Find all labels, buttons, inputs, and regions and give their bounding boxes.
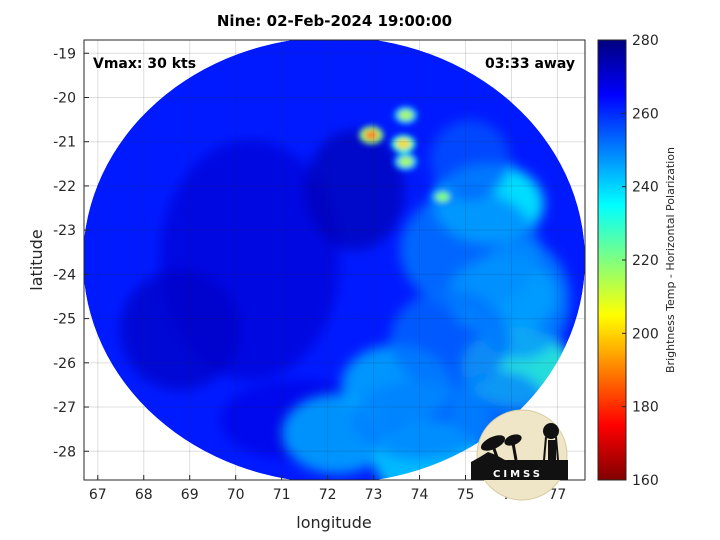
x-tick-label: 68 — [135, 487, 153, 503]
x-tick-label: 73 — [365, 487, 383, 503]
x-tick-label: 71 — [273, 487, 291, 503]
x-tick-label: 75 — [457, 487, 475, 503]
cold-spot — [435, 191, 450, 202]
cimss-logo: CIMSS — [471, 409, 568, 501]
y-tick-label: -27 — [53, 400, 76, 416]
dark-zone — [120, 270, 240, 390]
colorbar-tick-label: 260 — [632, 106, 659, 122]
cold-spot — [364, 130, 379, 141]
x-tick-label: 74 — [411, 487, 429, 503]
colorbar — [597, 39, 627, 481]
x-tick-label: 77 — [549, 487, 567, 503]
colorbar-tick-label: 160 — [632, 473, 659, 489]
dark-zone — [305, 130, 405, 250]
colorbar-tick-label: 200 — [632, 326, 659, 342]
moderate-region — [390, 290, 510, 390]
colorbar-tick-label: 180 — [632, 400, 659, 416]
y-tick-label: -26 — [53, 356, 76, 372]
y-tick-label: -19 — [53, 46, 76, 62]
x-axis-label: longitude — [296, 513, 371, 532]
x-tick-label: 67 — [89, 487, 107, 503]
x-tick-label: 72 — [319, 487, 337, 503]
logo-text: CIMSS — [493, 469, 543, 480]
cold-spot — [398, 156, 413, 167]
colorbar-label: Brightness Temp - Horizontal Polarizatio… — [664, 147, 677, 373]
y-tick-label: -22 — [53, 179, 76, 195]
swath-disk — [84, 40, 585, 480]
time-away-annotation: 03:33 away — [485, 56, 575, 72]
y-tick-label: -25 — [53, 312, 76, 328]
cold-spot — [398, 110, 413, 121]
plot-frame — [83, 39, 586, 481]
colorbar-tick-label: 240 — [632, 180, 659, 196]
cold-spot — [396, 138, 411, 149]
chart-title: Nine: 02-Feb-2024 19:00:00 — [216, 12, 453, 30]
colorbar-tick-label: 220 — [632, 253, 659, 269]
y-tick-label: -28 — [53, 444, 76, 460]
moderate-region — [430, 120, 510, 200]
y-tick-label: -20 — [53, 90, 76, 106]
x-tick-label: 69 — [181, 487, 199, 503]
y-axis-label: latitude — [27, 229, 46, 290]
y-tick-label: -23 — [53, 223, 76, 239]
x-tick-label: 70 — [227, 487, 245, 503]
colorbar-tick-label: 280 — [632, 33, 659, 49]
y-tick-label: -24 — [53, 267, 76, 283]
vmax-annotation: Vmax: 30 kts — [93, 56, 196, 72]
y-tick-label: -21 — [53, 135, 76, 151]
